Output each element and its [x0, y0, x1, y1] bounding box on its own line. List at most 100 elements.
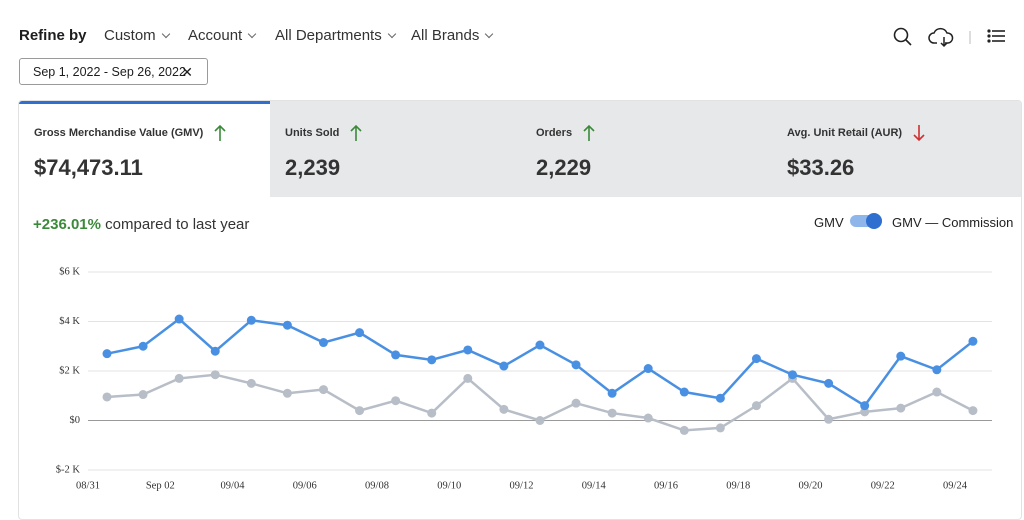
kpi-value: $33.26 — [787, 155, 855, 180]
date-range: Sep 1, 2022 - Sep 26, 2022 — [33, 65, 186, 79]
comparison-text: compared to last year — [105, 216, 250, 233]
data-point — [571, 398, 581, 408]
filter-dropdown[interactable]: All Departments — [275, 27, 395, 44]
data-point — [896, 403, 906, 413]
data-point — [751, 354, 761, 364]
series-line — [106, 317, 974, 408]
data-point — [210, 346, 220, 356]
data-point — [499, 361, 509, 371]
x-tick-label: 09/14 — [582, 480, 607, 491]
data-point — [932, 387, 942, 397]
x-tick-label: 09/06 — [293, 480, 317, 491]
x-tick-label: 09/04 — [221, 480, 246, 491]
trend-arrow — [583, 124, 595, 141]
kpi-tab[interactable]: Orders 2,229 — [521, 101, 772, 197]
kpi-tab[interactable]: Avg. Unit Retail (AUR) $33.26 — [772, 101, 1021, 197]
data-point — [860, 407, 870, 417]
data-point — [896, 351, 906, 361]
toggle-left-label: GMV — [814, 215, 844, 230]
data-point — [174, 314, 184, 324]
toggle-switch[interactable] — [848, 211, 886, 231]
y-tick-label: $0 — [70, 415, 81, 426]
refine-title: Refine by — [19, 27, 87, 44]
toolbar-icons — [893, 27, 1005, 48]
data-point — [932, 365, 942, 375]
data-point — [643, 413, 653, 423]
y-tick-label: $2 K — [59, 365, 80, 376]
y-tick-label: $-2 K — [56, 464, 81, 475]
data-point — [355, 406, 365, 416]
data-point — [679, 425, 689, 435]
data-point — [788, 370, 798, 380]
x-tick-label: 09/10 — [437, 480, 461, 491]
data-point — [679, 387, 689, 397]
filter-dropdown[interactable]: All Brands — [411, 27, 492, 44]
data-point — [715, 423, 725, 433]
trend-arrow — [214, 124, 226, 141]
y-tick-label: $6 K — [59, 266, 80, 277]
data-point — [427, 355, 437, 365]
x-tick-label: 09/24 — [943, 480, 968, 491]
filter-dropdown[interactable]: Account — [188, 27, 255, 44]
kpi-value: 2,239 — [285, 155, 341, 180]
kpi-label: Orders — [536, 127, 573, 139]
data-point — [246, 378, 256, 388]
x-tick-label: 09/08 — [365, 480, 389, 491]
data-point — [463, 373, 473, 383]
x-tick-label: 09/22 — [871, 480, 895, 491]
kpi-tab[interactable]: Units Sold 2,239 — [270, 101, 521, 197]
date-chip[interactable]: Sep 1, 2022 - Sep 26, 2022 ✕ — [19, 58, 208, 85]
data-point — [318, 385, 328, 395]
data-point — [860, 401, 870, 411]
kpi-label: Units Sold — [285, 127, 340, 139]
data-point — [391, 350, 401, 360]
x-tick-label: 08/31 — [76, 480, 100, 491]
chart: $-2 K $0 $2 K $4 K $6 K 08/31 Sep 02 09/04 09/06… — [56, 266, 992, 491]
download-icon[interactable] — [928, 27, 954, 48]
data-point — [607, 408, 617, 418]
kpi-label: Gross Merchandise Value (GMV) — [34, 127, 204, 139]
data-point — [391, 396, 401, 406]
data-point — [138, 390, 148, 400]
data-point — [102, 349, 112, 359]
kpi-tab[interactable]: Gross Merchandise Value (GMV) $74,473.11 — [19, 101, 270, 197]
data-point — [715, 393, 725, 403]
metrics-panel: Gross Merchandise Value (GMV) $74,473.11 U… — [18, 100, 1022, 520]
x-tick-label: 09/20 — [799, 480, 823, 491]
data-point — [282, 320, 292, 330]
list-icon[interactable] — [987, 29, 1005, 43]
search-icon[interactable] — [893, 27, 912, 46]
trend-arrow — [913, 125, 925, 142]
toggle-right-label: GMV — Commission — [892, 215, 1014, 230]
trend-arrow — [350, 124, 362, 141]
close-icon[interactable]: ✕ — [181, 64, 193, 80]
y-tick-label: $4 K — [59, 316, 80, 327]
data-point — [968, 406, 978, 416]
data-point — [427, 408, 437, 418]
kpi-value: $74,473.11 — [34, 155, 143, 180]
data-point — [246, 315, 256, 325]
x-tick-label: Sep 02 — [146, 480, 175, 491]
data-point — [571, 360, 581, 370]
data-point — [210, 370, 220, 380]
data-point — [138, 341, 148, 351]
data-point — [968, 336, 978, 346]
data-point — [824, 414, 834, 424]
data-point — [174, 373, 184, 383]
data-point — [643, 364, 653, 374]
x-tick-label: 09/16 — [654, 480, 678, 491]
comparison: +236.01% compared to last year — [33, 216, 249, 233]
data-point — [535, 340, 545, 350]
data-point — [102, 392, 112, 402]
filter-dropdown[interactable]: Custom — [104, 27, 169, 44]
data-point — [318, 338, 328, 348]
x-tick-label: 09/12 — [510, 480, 534, 491]
kpi-label: Avg. Unit Retail (AUR) — [787, 127, 903, 139]
data-point — [535, 416, 545, 425]
comparison-value: +236.01% — [33, 216, 101, 233]
kpi-value: 2,229 — [536, 155, 592, 180]
x-tick-label: 09/18 — [726, 480, 750, 491]
data-point — [607, 388, 617, 398]
data-point — [499, 404, 509, 414]
data-point — [355, 328, 365, 338]
